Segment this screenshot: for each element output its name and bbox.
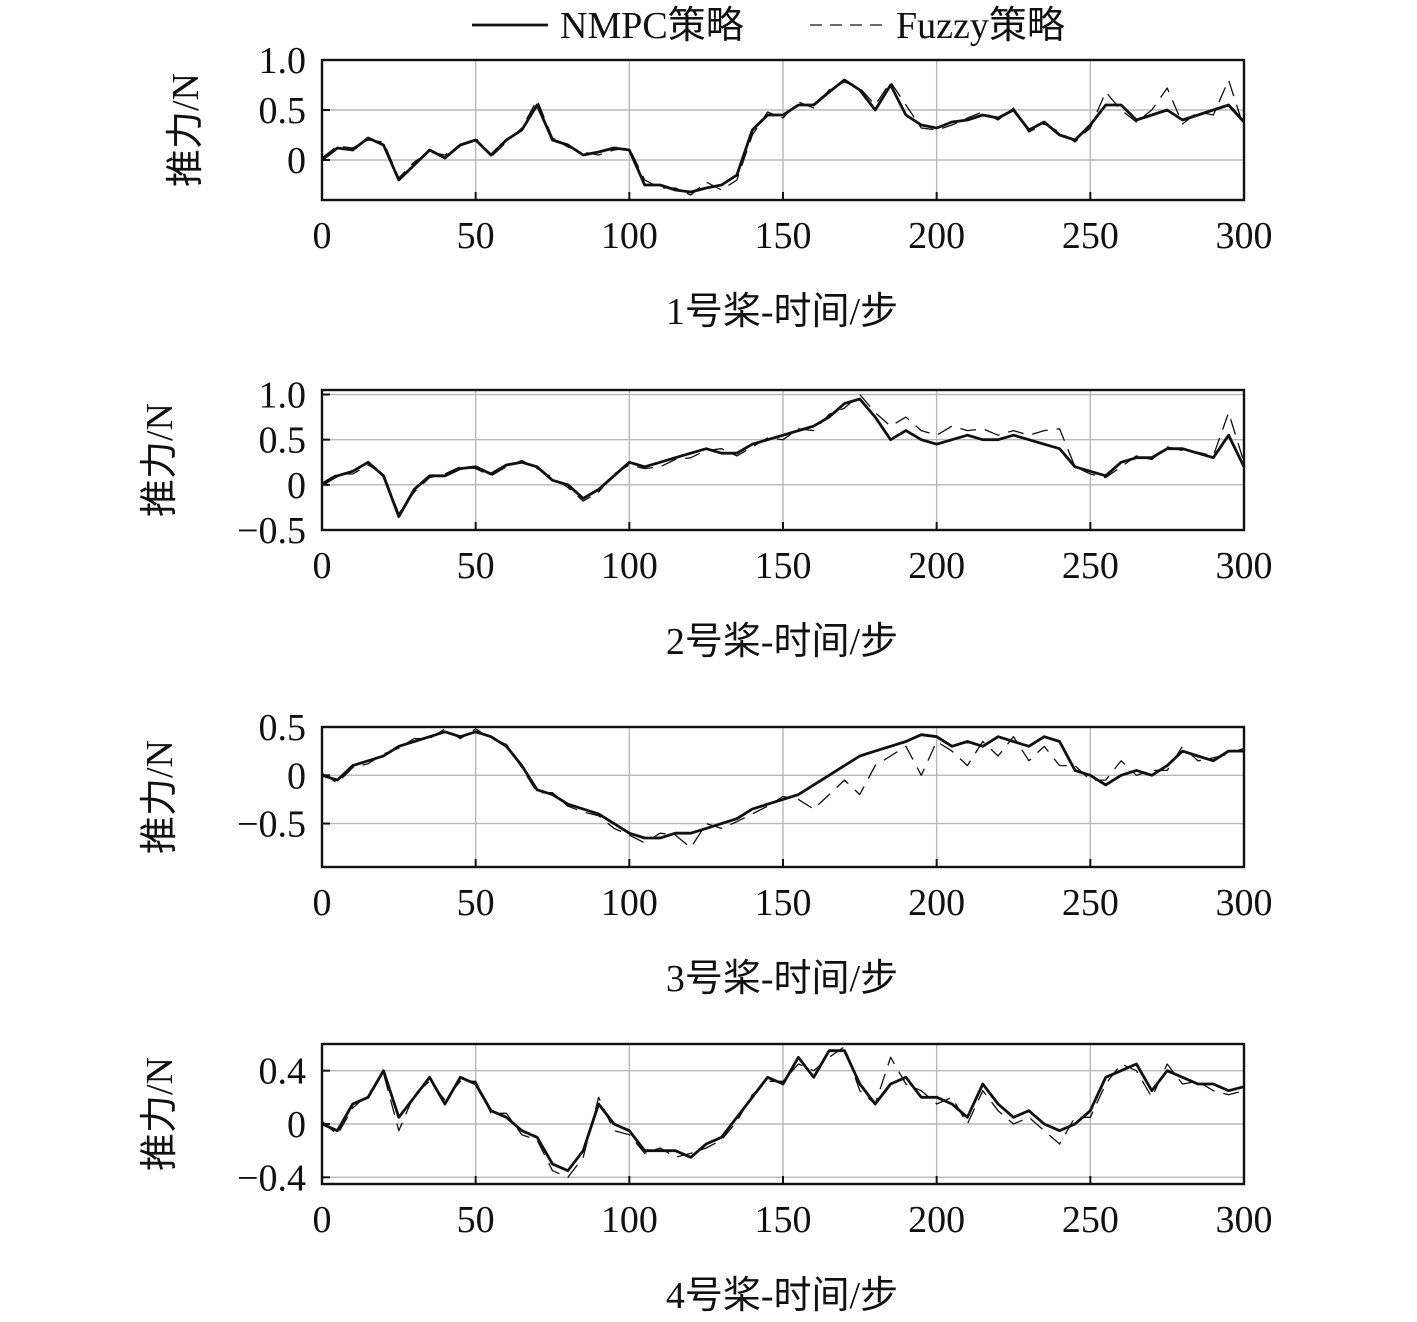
- x-tick-label: 300: [1216, 545, 1273, 587]
- x-tick-label: 300: [1216, 1199, 1273, 1241]
- x-tick-label: 50: [457, 545, 495, 587]
- x-tick-label: 250: [1062, 545, 1119, 587]
- nmpc-series-line-4: [322, 1049, 1244, 1173]
- x-tick-label: 0: [313, 545, 332, 587]
- fuzzy-series-line-4: [322, 1046, 1244, 1178]
- x-tick-label: 150: [755, 1199, 812, 1241]
- legend: NMPC策略 Fuzzy策略: [472, 5, 1065, 47]
- x-tick-label: 50: [457, 1199, 495, 1241]
- nmpc-series-line-2: [322, 397, 1244, 518]
- x-tick-label: 50: [457, 882, 495, 924]
- x-axis-title: 4号桨-时间/步: [666, 1275, 898, 1317]
- x-tick-label: 100: [601, 882, 658, 924]
- y-tick-label: 0: [287, 1104, 306, 1146]
- y-axis-title: 推力/N: [165, 73, 207, 187]
- x-tick-label: 150: [755, 215, 812, 257]
- x-tick-label: 200: [908, 1199, 965, 1241]
- fuzzy-series-line-2: [322, 393, 1244, 515]
- y-tick-label: −0.5: [237, 510, 306, 552]
- x-tick-label: 0: [313, 215, 332, 257]
- fuzzy-series-line-3: [322, 728, 1244, 849]
- y-axis-title: 推力/N: [139, 1057, 181, 1171]
- x-tick-label: 200: [908, 545, 965, 587]
- x-tick-label: 50: [457, 215, 495, 257]
- y-axis-title: 推力/N: [139, 740, 181, 854]
- legend-nmpc-label: NMPC策略: [560, 5, 744, 47]
- x-axis-title: 1号桨-时间/步: [666, 291, 898, 333]
- y-tick-label: 0: [287, 140, 306, 182]
- x-axis-title: 2号桨-时间/步: [666, 621, 898, 663]
- x-tick-label: 150: [755, 545, 812, 587]
- y-tick-label: 0.5: [259, 420, 307, 462]
- y-tick-label: 0.4: [259, 1051, 307, 1093]
- x-tick-label: 250: [1062, 882, 1119, 924]
- x-tick-label: 0: [313, 1199, 332, 1241]
- nmpc-series-line-3: [322, 730, 1244, 840]
- x-tick-label: 100: [601, 1199, 658, 1241]
- x-tick-label: 300: [1216, 882, 1273, 924]
- x-tick-label: 100: [601, 215, 658, 257]
- y-tick-label: −0.5: [237, 804, 306, 846]
- y-tick-label: −0.4: [237, 1157, 306, 1199]
- fuzzy-series-line-1: [322, 79, 1244, 196]
- x-tick-label: 150: [755, 882, 812, 924]
- x-tick-label: 100: [601, 545, 658, 587]
- nmpc-series-line-1: [322, 78, 1244, 194]
- x-tick-label: 300: [1216, 215, 1273, 257]
- chart-panel-2: 0 50 100 150 200 250 300−0.500.51.02号桨-时间/步推力/…: [139, 375, 1273, 663]
- y-tick-label: 0.5: [259, 90, 307, 132]
- x-tick-label: 0: [313, 882, 332, 924]
- legend-fuzzy-label: Fuzzy策略: [896, 5, 1065, 47]
- x-axis-title: 3号桨-时间/步: [666, 958, 898, 1000]
- y-tick-label: 0: [287, 755, 306, 797]
- y-tick-label: 1.0: [259, 375, 307, 417]
- x-tick-label: 250: [1062, 1199, 1119, 1241]
- y-tick-label: 1.0: [259, 40, 307, 82]
- chart-panel-1: 0 50 100 150 200 250 300 0 0.5 1.0 1号桨-时间/步 推力/N: [165, 40, 1273, 333]
- y-tick-label: 0.5: [259, 707, 307, 749]
- y-axis-title: 推力/N: [139, 403, 181, 517]
- x-tick-label: 200: [908, 882, 965, 924]
- x-tick-label: 200: [908, 215, 965, 257]
- y-tick-label: 0: [287, 465, 306, 507]
- x-tick-label: 250: [1062, 215, 1119, 257]
